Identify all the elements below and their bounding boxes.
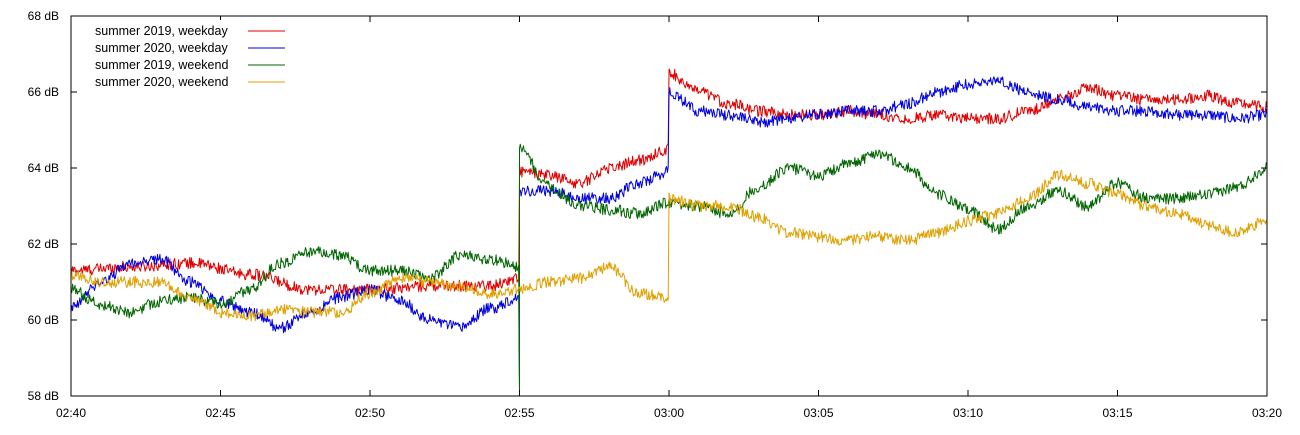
y-tick-label: 66 dB xyxy=(28,85,59,99)
x-tick-label: 02:55 xyxy=(504,406,534,420)
series-line xyxy=(70,76,1268,389)
y-tick-label: 60 dB xyxy=(28,313,59,327)
legend-label: summer 2020, weekend xyxy=(95,75,228,89)
series-line xyxy=(70,169,1268,322)
x-tick-label: 03:05 xyxy=(803,406,833,420)
y-tick-label: 58 dB xyxy=(28,389,59,403)
series-line xyxy=(70,68,1268,296)
y-tick-label: 64 dB xyxy=(28,161,59,175)
x-tick-label: 02:40 xyxy=(56,406,86,420)
x-tick-label: 03:20 xyxy=(1252,406,1282,420)
y-tick-label: 62 dB xyxy=(28,237,59,251)
ticks-layer: 02:40 02:45 02:50 02:55 03:00 03:05 03:10 03:15… xyxy=(28,9,1283,420)
x-tick-label: 03:15 xyxy=(1102,406,1132,420)
x-tick-label: 03:00 xyxy=(654,406,684,420)
legend-box xyxy=(86,20,296,92)
y-tick-label: 68 dB xyxy=(28,9,59,23)
x-tick-label: 02:50 xyxy=(355,406,385,420)
x-tick-label: 02:45 xyxy=(205,406,235,420)
series-layer xyxy=(70,68,1268,397)
legend-label: summer 2019, weekend xyxy=(95,58,228,72)
x-tick-label: 03:10 xyxy=(953,406,983,420)
legend-label: summer 2019, weekday xyxy=(95,24,228,38)
legend: summer 2019, weekday summer 2020, weekda… xyxy=(86,20,296,92)
legend-label: summer 2020, weekday xyxy=(95,41,228,55)
series-line xyxy=(70,143,1268,397)
